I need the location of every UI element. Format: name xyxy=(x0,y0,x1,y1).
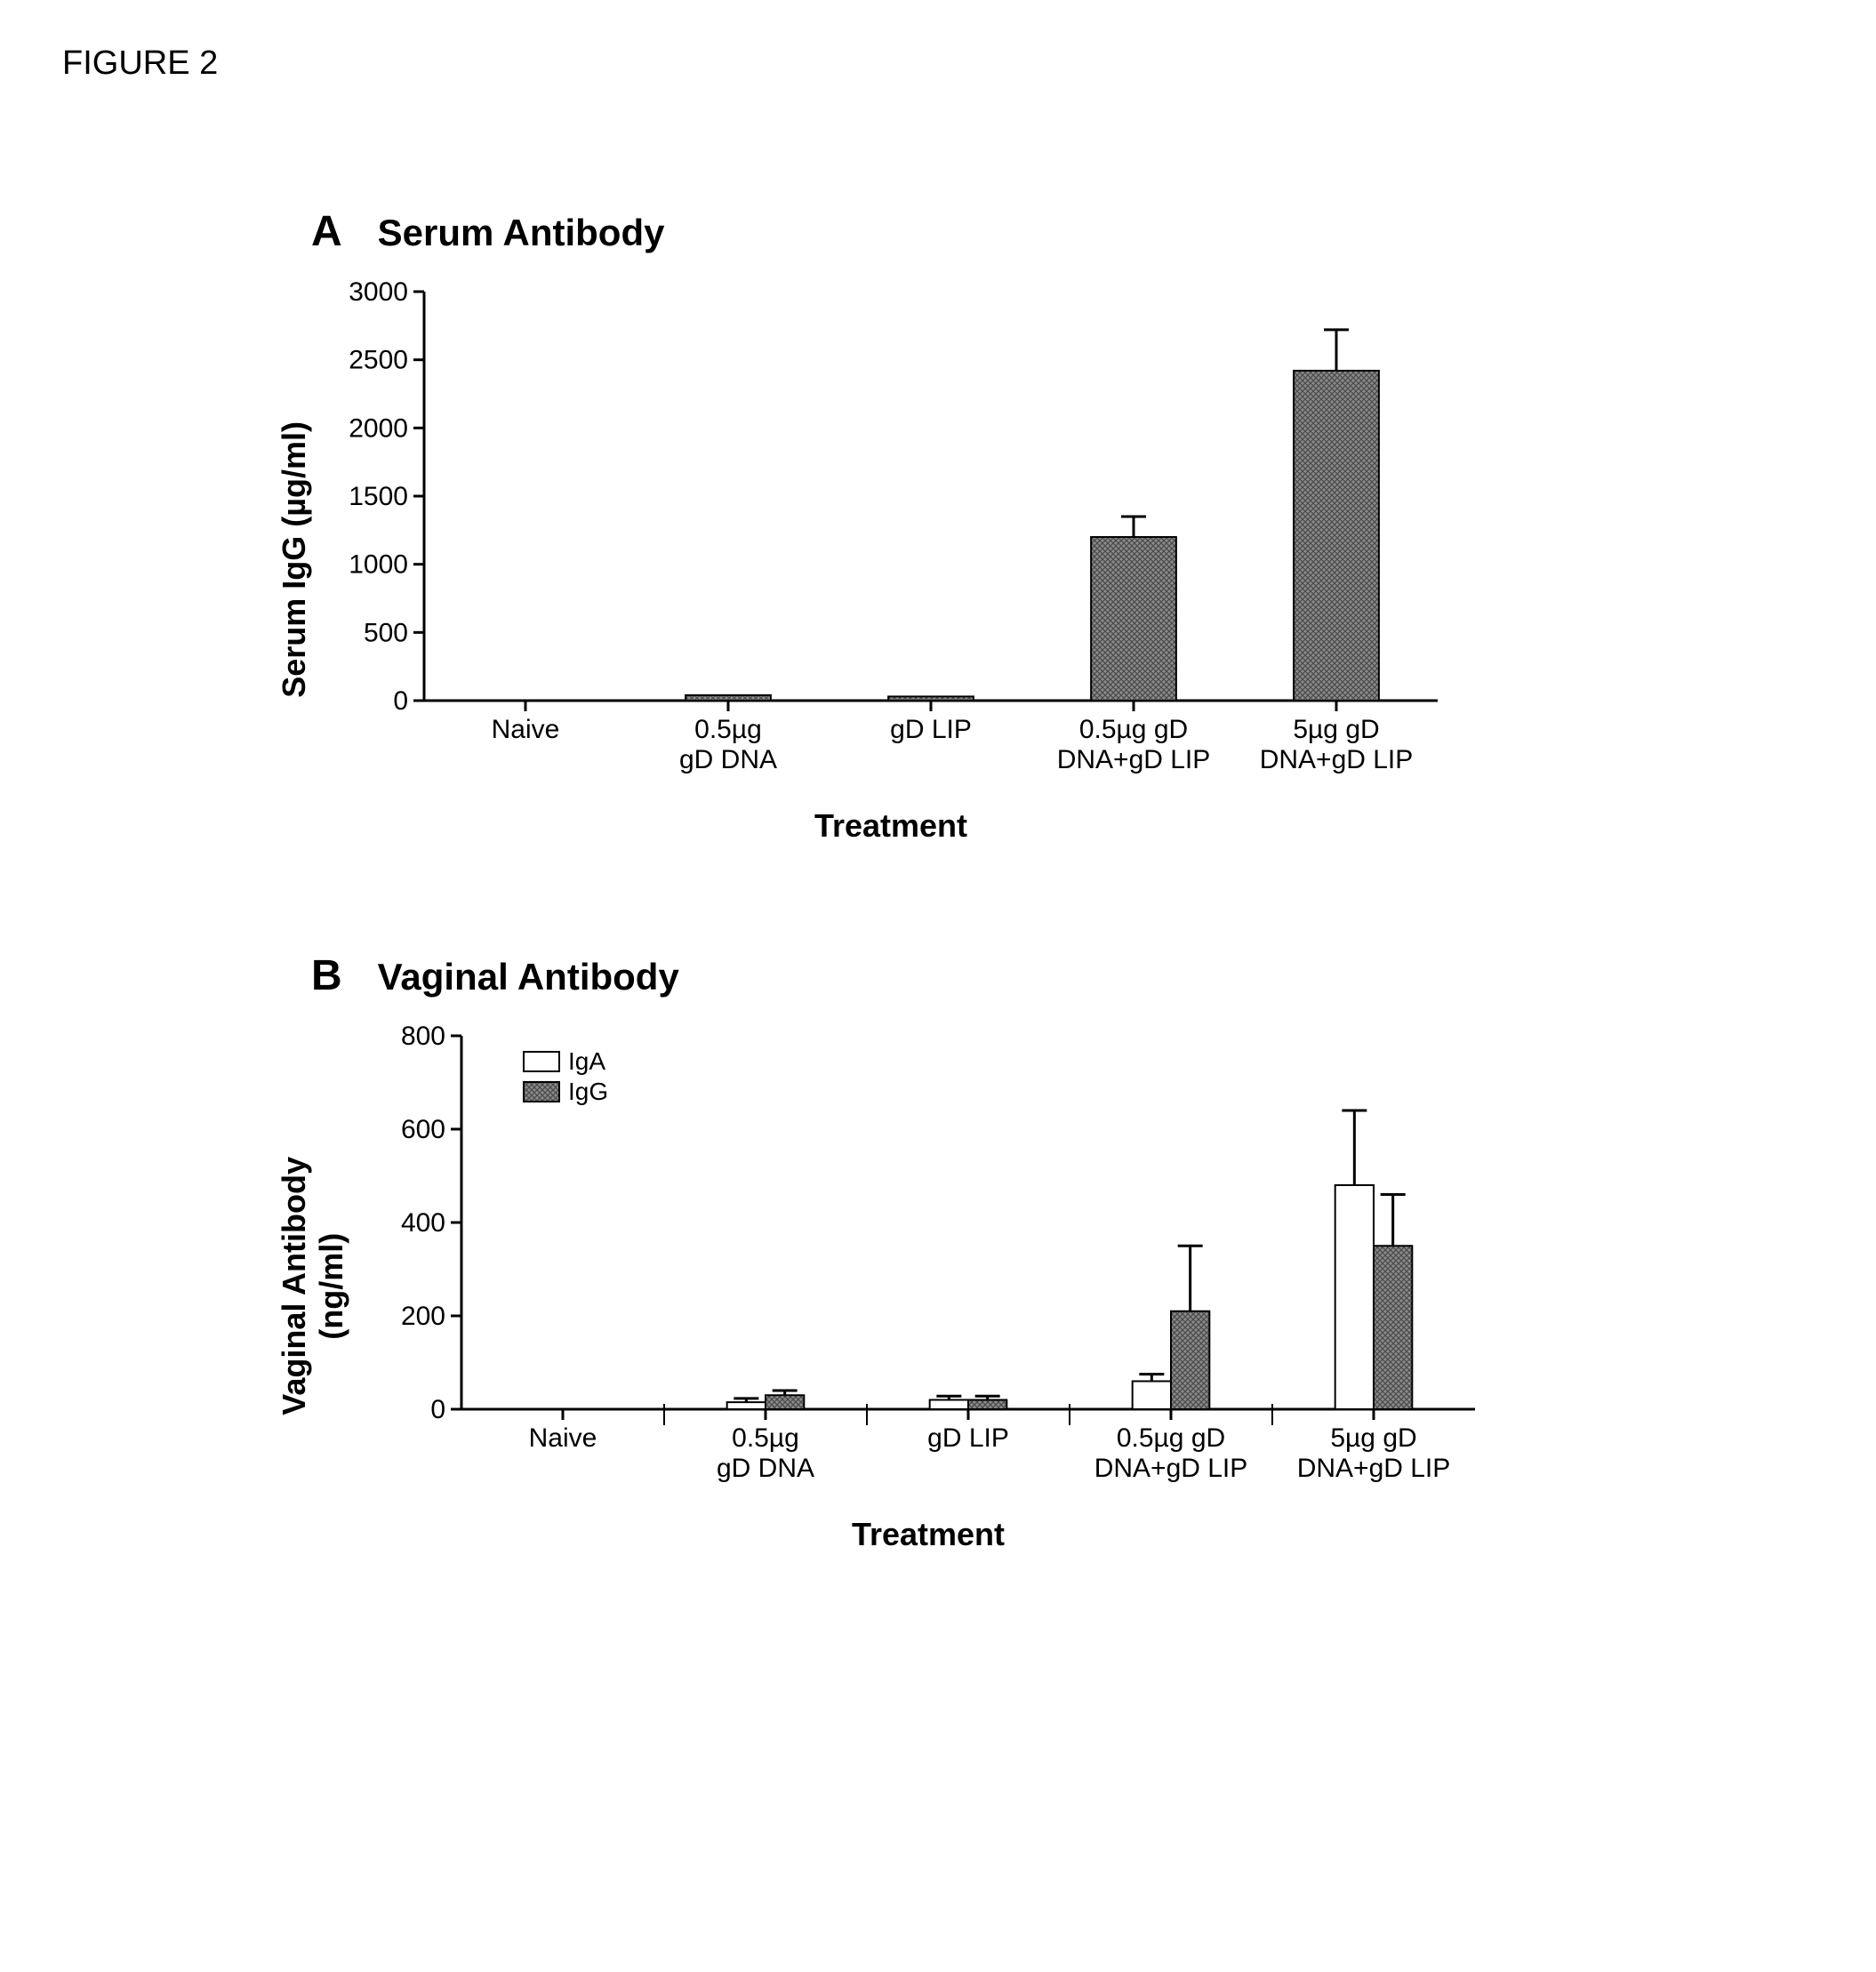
svg-text:400: 400 xyxy=(401,1208,445,1238)
panel-a-letter: A xyxy=(311,207,342,256)
svg-text:DNA+gD LIP: DNA+gD LIP xyxy=(1297,1454,1451,1483)
svg-text:0.5µg: 0.5µg xyxy=(694,715,762,744)
svg-text:DNA+gD LIP: DNA+gD LIP xyxy=(1260,745,1414,774)
svg-text:DNA+gD LIP: DNA+gD LIP xyxy=(1057,745,1211,774)
panel-b-chart: 0 200 400 600 800 Naive 0.5µggD DNA gD LIP 0.5µg… xyxy=(364,1018,1493,1507)
panel-b: B Vaginal Antibody Vaginal Antibody (ng/… xyxy=(276,951,1832,1553)
svg-text:0: 0 xyxy=(430,1395,445,1424)
figure-label: FIGURE 2 xyxy=(62,44,1832,83)
svg-text:600: 600 xyxy=(401,1115,445,1144)
panel-a-chart: 0 500 1000 1500 2000 2500 3000 Naive 0.5µggD DNA… xyxy=(326,274,1455,798)
svg-text:200: 200 xyxy=(401,1302,445,1331)
panel-b-xlabel: Treatment xyxy=(364,1516,1493,1553)
panel-b-letter: B xyxy=(311,951,342,1000)
svg-text:0.5µg: 0.5µg xyxy=(732,1423,799,1453)
svg-text:2000: 2000 xyxy=(349,413,408,443)
svg-text:3000: 3000 xyxy=(349,277,408,307)
svg-text:Naive: Naive xyxy=(529,1423,597,1453)
svg-text:0.5µg gD: 0.5µg gD xyxy=(1117,1423,1225,1453)
svg-text:DNA+gD LIP: DNA+gD LIP xyxy=(1094,1454,1248,1483)
panel-a-ylabel: Serum IgG (µg/ml) xyxy=(276,421,313,698)
svg-text:gD LIP: gD LIP xyxy=(890,715,972,744)
svg-text:1500: 1500 xyxy=(349,482,408,511)
svg-text:500: 500 xyxy=(364,618,408,647)
panel-a-xlabel: Treatment xyxy=(326,807,1455,845)
svg-text:IgG: IgG xyxy=(568,1078,608,1105)
svg-text:Naive: Naive xyxy=(492,715,560,744)
panel-b-ylabel: Vaginal Antibody (ng/ml) xyxy=(276,1157,350,1415)
svg-text:5µg gD: 5µg gD xyxy=(1330,1423,1416,1453)
svg-text:0.5µg gD: 0.5µg gD xyxy=(1079,715,1188,744)
svg-text:2500: 2500 xyxy=(349,346,408,375)
svg-text:gD DNA: gD DNA xyxy=(679,745,777,774)
panel-b-title: Vaginal Antibody xyxy=(378,956,679,998)
svg-text:800: 800 xyxy=(401,1022,445,1051)
svg-text:5µg gD: 5µg gD xyxy=(1293,715,1379,744)
panel-a: A Serum Antibody Serum IgG (µg/ml) 0 500 1… xyxy=(276,207,1832,845)
svg-text:gD LIP: gD LIP xyxy=(927,1423,1009,1453)
svg-text:IgA: IgA xyxy=(568,1047,605,1075)
svg-text:gD DNA: gD DNA xyxy=(717,1454,814,1483)
panel-a-title: Serum Antibody xyxy=(378,212,665,254)
svg-text:0: 0 xyxy=(393,686,408,716)
svg-text:1000: 1000 xyxy=(349,550,408,580)
